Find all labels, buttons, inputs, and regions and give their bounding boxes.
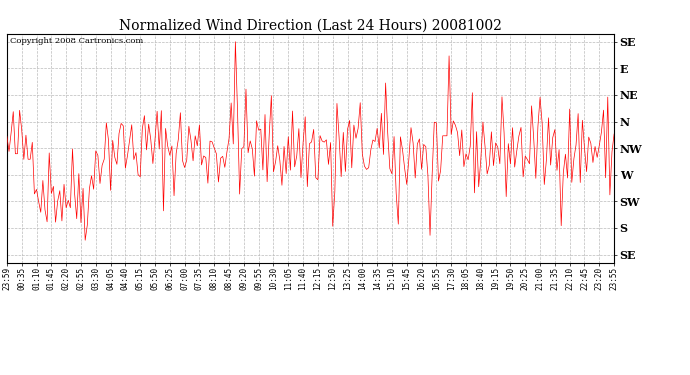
- Text: Copyright 2008 Cartronics.com: Copyright 2008 Cartronics.com: [10, 37, 144, 45]
- Title: Normalized Wind Direction (Last 24 Hours) 20081002: Normalized Wind Direction (Last 24 Hours…: [119, 19, 502, 33]
